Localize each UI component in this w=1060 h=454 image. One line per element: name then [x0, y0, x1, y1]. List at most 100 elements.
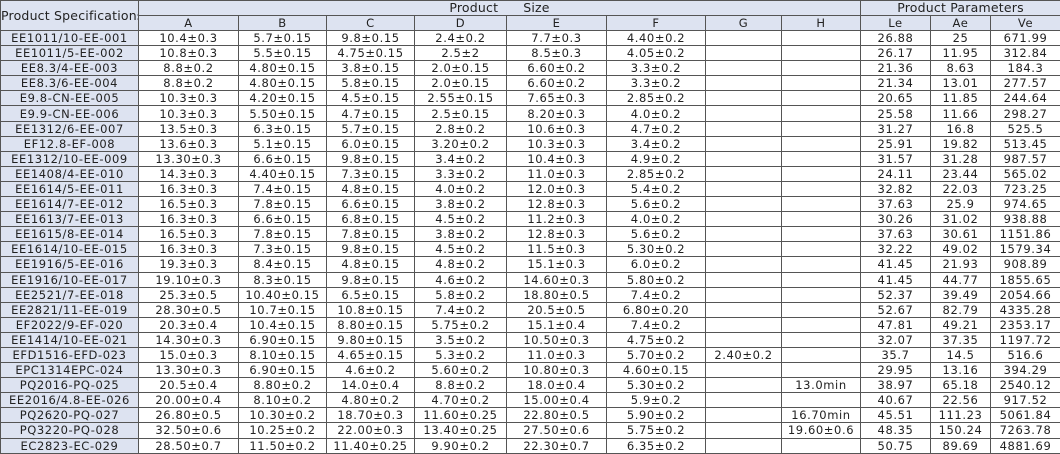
cell-ae: 14.5: [931, 347, 991, 362]
cell-a: 10.8±0.3: [139, 46, 239, 61]
spec-cell: EE8.3/6-EE-004: [1, 76, 139, 91]
column-header-a: A: [139, 16, 239, 31]
cell-c: 9.8±0.15: [327, 151, 415, 166]
cell-e: 11.0±0.3: [507, 347, 607, 362]
cell-b: 8.4±0.15: [239, 257, 327, 272]
cell-h: [782, 166, 861, 181]
cell-d: 3.8±0.2: [415, 227, 507, 242]
cell-c: 4.8±0.15: [327, 257, 415, 272]
cell-ve: 2054.66: [991, 287, 1060, 302]
cell-c: 4.80±0.2: [327, 393, 415, 408]
cell-c: 6.6±0.15: [327, 197, 415, 212]
cell-le: 40.67: [861, 393, 931, 408]
cell-d: 4.70±0.2: [415, 393, 507, 408]
cell-f: 7.4±0.2: [607, 287, 706, 302]
cell-h: [782, 197, 861, 212]
cell-le: 41.45: [861, 257, 931, 272]
cell-e: 11.5±0.3: [507, 242, 607, 257]
cell-ve: 525.5: [991, 121, 1060, 136]
cell-b: 4.40±0.15: [239, 166, 327, 181]
cell-g: [706, 272, 782, 287]
cell-d: 3.20±0.2: [415, 136, 507, 151]
cell-g: [706, 363, 782, 378]
cell-g: [706, 197, 782, 212]
cell-h: [782, 61, 861, 76]
cell-a: 10.3±0.3: [139, 91, 239, 106]
cell-c: 9.80±0.15: [327, 332, 415, 347]
cell-g: [706, 438, 782, 453]
cell-c: 11.40±0.25: [327, 438, 415, 453]
cell-c: 9.8±0.15: [327, 242, 415, 257]
cell-d: 4.0±0.2: [415, 181, 507, 196]
cell-a: 32.50±0.6: [139, 423, 239, 438]
cell-le: 30.26: [861, 212, 931, 227]
cell-ve: 974.65: [991, 197, 1060, 212]
cell-e: 20.5±0.5: [507, 302, 607, 317]
cell-g: [706, 166, 782, 181]
cell-g: [706, 393, 782, 408]
cell-le: 45.51: [861, 408, 931, 423]
cell-ve: 917.52: [991, 393, 1060, 408]
cell-ve: 5061.84: [991, 408, 1060, 423]
cell-e: 15.1±0.3: [507, 257, 607, 272]
cell-a: 28.30±0.5: [139, 302, 239, 317]
cell-e: 18.0±0.4: [507, 378, 607, 393]
cell-g: [706, 378, 782, 393]
cell-ve: 1579.34: [991, 242, 1060, 257]
cell-f: 6.35±0.2: [607, 438, 706, 453]
cell-g: [706, 31, 782, 46]
cell-h: [782, 363, 861, 378]
cell-b: 6.6±0.15: [239, 151, 327, 166]
cell-c: 6.0±0.15: [327, 136, 415, 151]
cell-ve: 2540.12: [991, 378, 1060, 393]
cell-a: 25.3±0.5: [139, 287, 239, 302]
cell-g: [706, 61, 782, 76]
cell-h: [782, 121, 861, 136]
cell-ae: 65.18: [931, 378, 991, 393]
cell-b: 7.3±0.15: [239, 242, 327, 257]
spec-cell: EE8.3/4-EE-003: [1, 61, 139, 76]
cell-a: 8.8±0.2: [139, 61, 239, 76]
cell-c: 5.7±0.15: [327, 121, 415, 136]
cell-ve: 2353.17: [991, 317, 1060, 332]
cell-f: 4.9±0.2: [607, 151, 706, 166]
cell-b: 6.90±0.15: [239, 332, 327, 347]
cell-e: 11.0±0.3: [507, 166, 607, 181]
cell-g: [706, 136, 782, 151]
cell-e: 15.1±0.4: [507, 317, 607, 332]
cell-le: 31.27: [861, 121, 931, 136]
spec-cell: EE1614/7-EE-012: [1, 197, 139, 212]
cell-b: 10.4±0.15: [239, 317, 327, 332]
cell-c: 7.8±0.15: [327, 227, 415, 242]
cell-ae: 37.35: [931, 332, 991, 347]
cell-b: 10.40±0.15: [239, 287, 327, 302]
cell-d: 4.5±0.2: [415, 212, 507, 227]
cell-f: 4.40±0.2: [607, 31, 706, 46]
cell-ve: 723.25: [991, 181, 1060, 196]
cell-ae: 49.21: [931, 317, 991, 332]
cell-d: 5.8±0.2: [415, 287, 507, 302]
spec-cell: EE1916/5-EE-016: [1, 257, 139, 272]
cell-b: 7.8±0.15: [239, 197, 327, 212]
cell-d: 4.5±0.2: [415, 242, 507, 257]
cell-f: 4.7±0.2: [607, 121, 706, 136]
cell-e: 10.6±0.3: [507, 121, 607, 136]
cell-e: 14.60±0.3: [507, 272, 607, 287]
cell-ae: 31.28: [931, 151, 991, 166]
cell-d: 11.60±0.25: [415, 408, 507, 423]
cell-h: [782, 227, 861, 242]
spec-cell: E9.9-CN-EE-006: [1, 106, 139, 121]
cell-e: 11.2±0.3: [507, 212, 607, 227]
cell-le: 38.97: [861, 378, 931, 393]
column-header-b: B: [239, 16, 327, 31]
cell-f: 5.75±0.2: [607, 423, 706, 438]
